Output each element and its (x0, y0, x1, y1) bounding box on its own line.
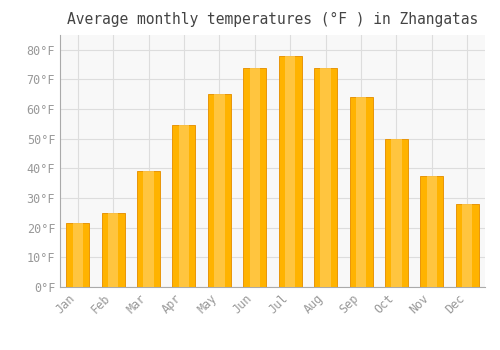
Bar (108, 213, 118, 287)
Bar (72, 223, 83, 287)
Bar (102, 213, 124, 287)
Bar (214, 94, 224, 287)
Bar (144, 172, 154, 287)
Bar (385, 139, 408, 287)
Bar (285, 56, 296, 287)
Bar (172, 125, 196, 287)
Bar (462, 204, 472, 287)
Bar (350, 97, 372, 287)
Bar (320, 68, 331, 287)
Bar (392, 139, 402, 287)
Bar (250, 68, 260, 287)
Bar (426, 176, 437, 287)
Bar (179, 125, 189, 287)
Bar (278, 56, 301, 287)
Bar (66, 223, 89, 287)
Bar (456, 204, 479, 287)
Bar (356, 97, 366, 287)
Bar (420, 176, 444, 287)
Bar (208, 94, 231, 287)
Bar (314, 68, 337, 287)
Title: Average monthly temperatures (°F ) in Zhangatas: Average monthly temperatures (°F ) in Zh… (67, 12, 478, 27)
Bar (244, 68, 266, 287)
Bar (137, 172, 160, 287)
